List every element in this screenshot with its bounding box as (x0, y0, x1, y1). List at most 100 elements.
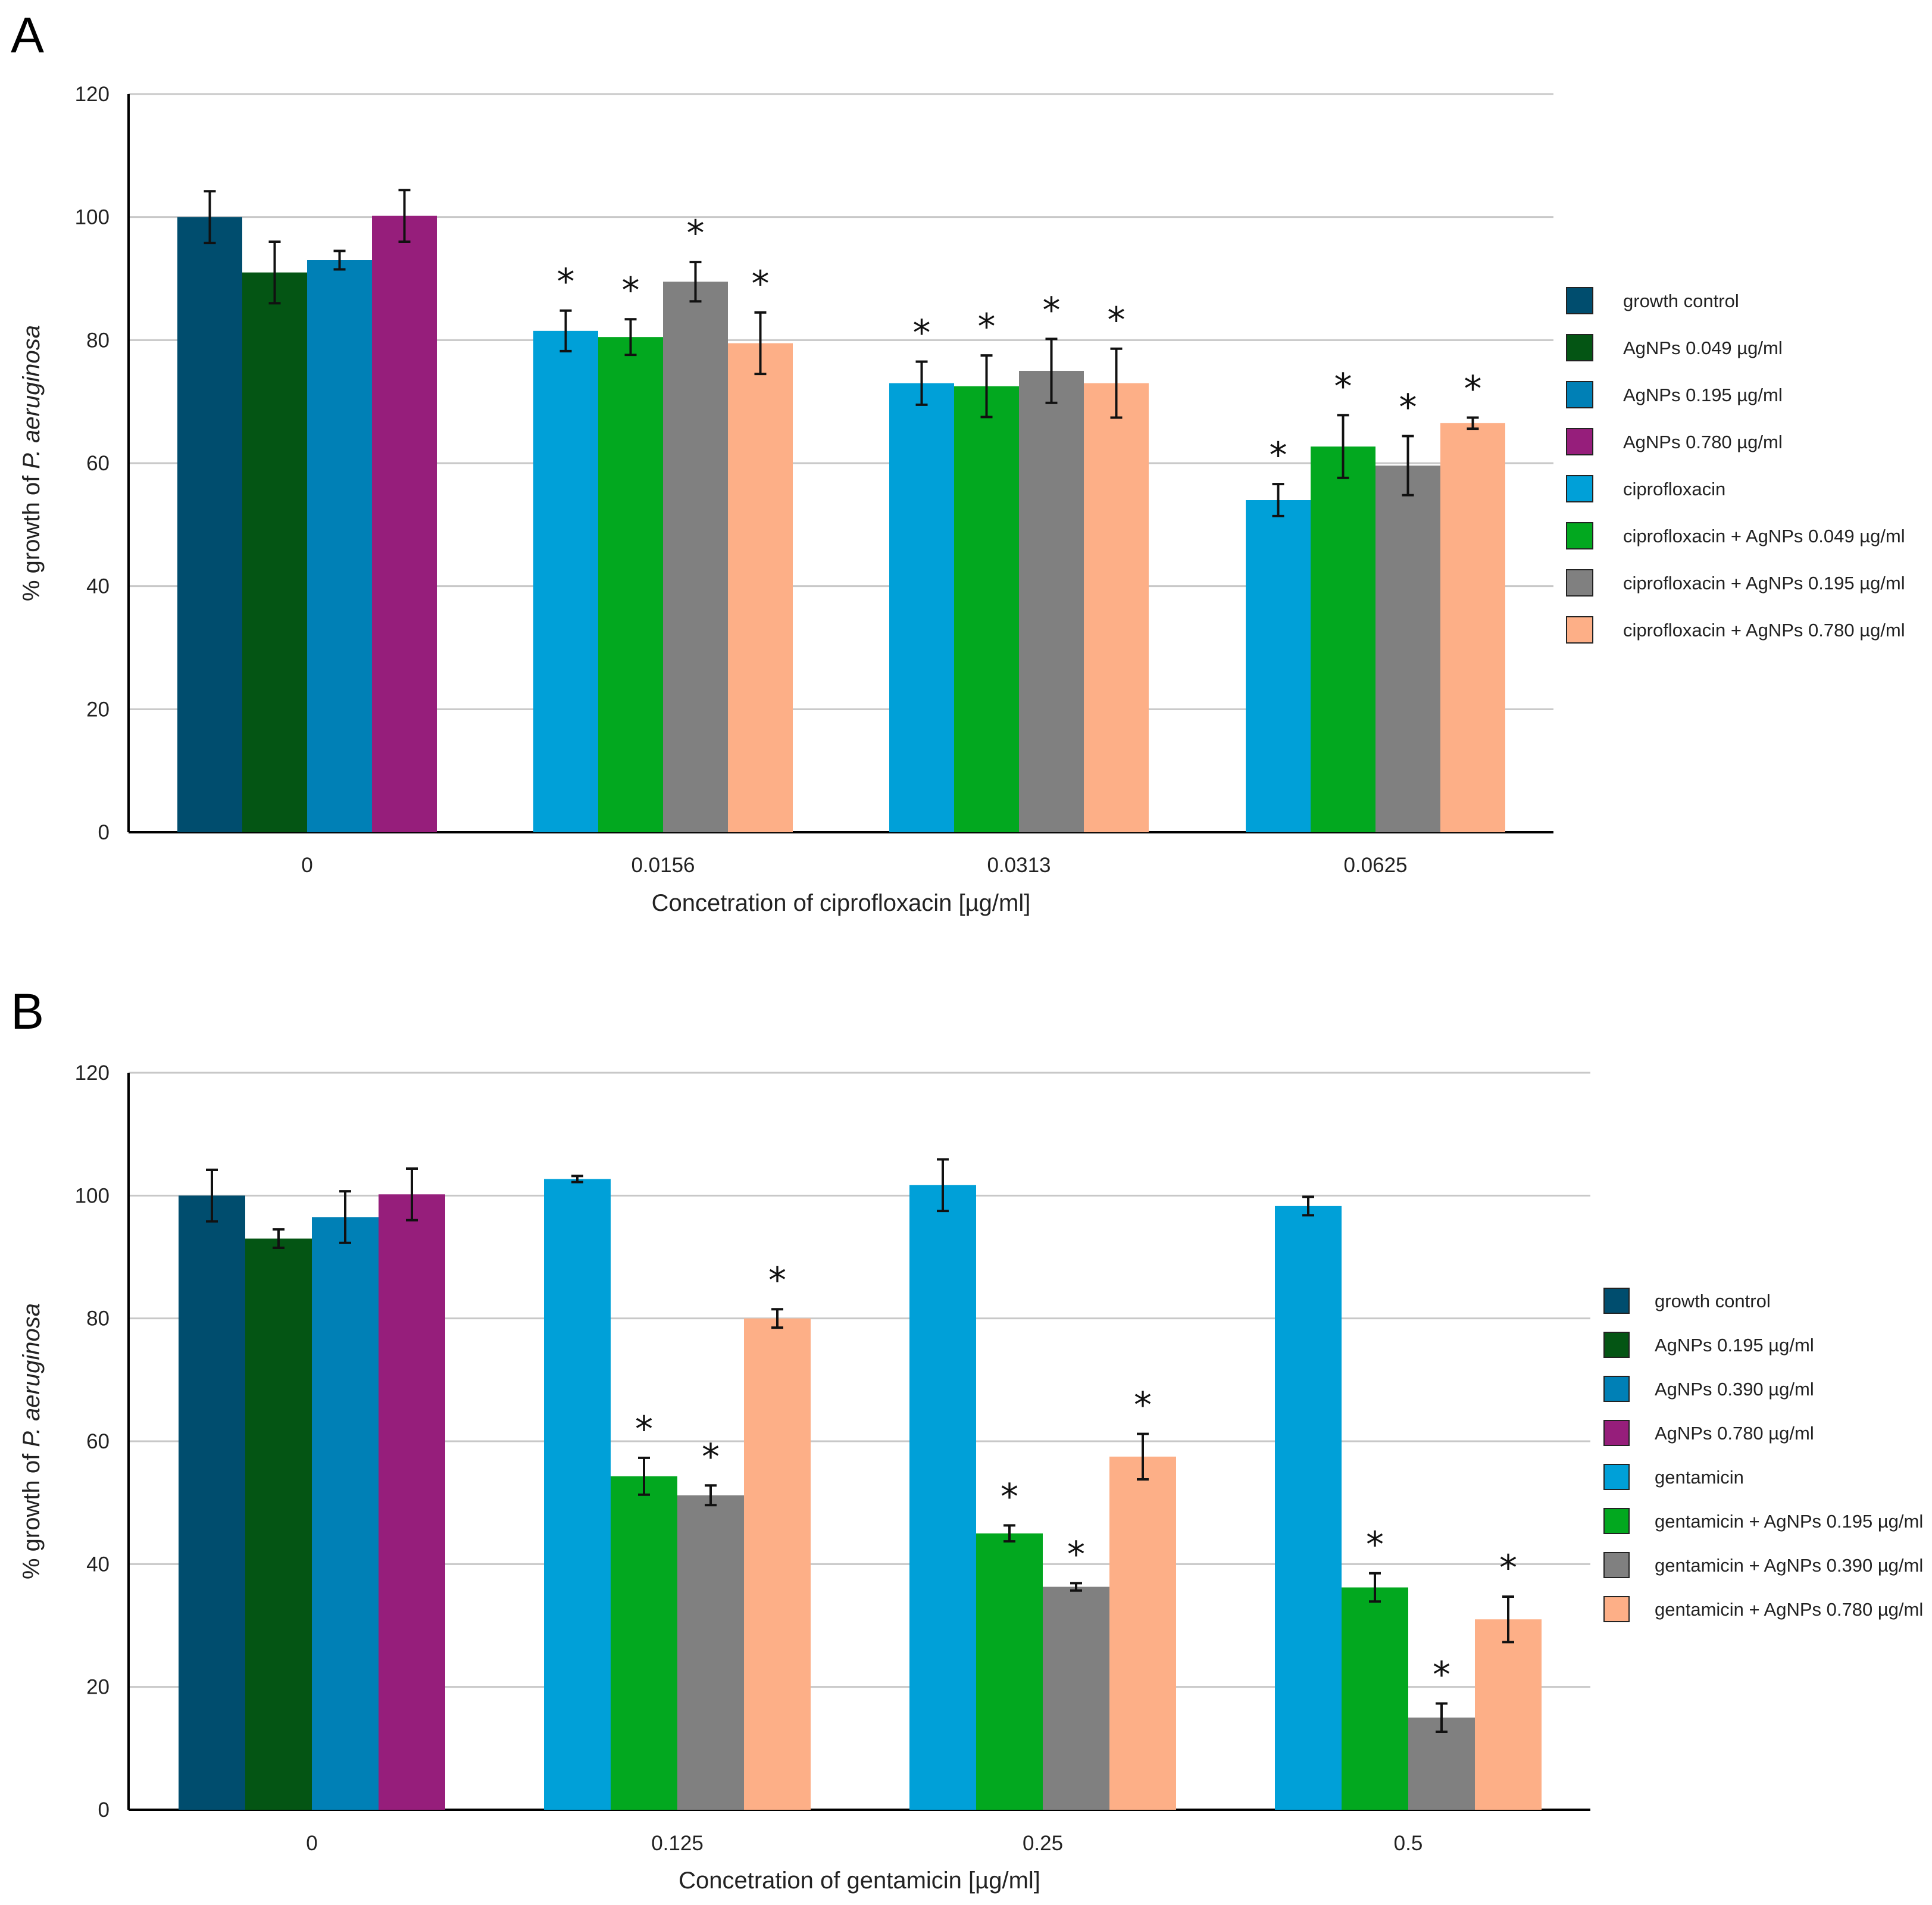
y-axis-title-species: P. aeruginosa (18, 1303, 45, 1447)
legend-swatch (1566, 287, 1593, 314)
y-tick-label: 120 (75, 83, 110, 106)
legend-swatch (1566, 475, 1593, 502)
legend-swatch (1603, 1552, 1630, 1578)
chart-panel-b: 0 20 40 60 80 100 120 0 * * * 0.125 * * * 0.25 * * * 0.5 Con… (18, 1061, 1923, 1894)
bar (1275, 1206, 1342, 1810)
significance-star: * (1464, 368, 1482, 410)
legend-label: AgNPs 0.195 µg/ml (1655, 1335, 1814, 1356)
x-tick-label: 0.5 (1394, 1832, 1423, 1855)
legend-swatch (1566, 334, 1593, 361)
bar (372, 216, 437, 833)
legend-label: AgNPs 0.049 µg/ml (1623, 338, 1783, 358)
bar (728, 343, 793, 832)
legend-label: gentamicin + AgNPs 0.390 µg/ml (1655, 1555, 1923, 1576)
bar (533, 330, 598, 832)
significance-star: * (913, 313, 931, 354)
y-axis-title: % growth of P. aeruginosa (18, 325, 45, 601)
significance-star: * (635, 1409, 653, 1450)
y-tick-label: 0 (98, 1798, 110, 1822)
legend-label: ciprofloxacin + AgNPs 0.780 µg/ml (1623, 620, 1905, 641)
y-axis-title-species: P. aeruginosa (18, 325, 45, 469)
y-tick-label: 100 (75, 206, 110, 229)
significance-star: * (557, 261, 575, 303)
bar (1084, 383, 1149, 832)
bar (1475, 1619, 1542, 1810)
legend-label: ciprofloxacin (1623, 479, 1725, 499)
significance-star: * (1067, 1534, 1085, 1575)
y-axis-title-prefix: % growth of (18, 1447, 45, 1579)
bar (1408, 1717, 1475, 1810)
legend-label: AgNPs 0.780 µg/ml (1655, 1423, 1814, 1444)
bar (909, 1185, 976, 1810)
legend-label: growth control (1655, 1291, 1771, 1311)
legend-label: gentamicin (1655, 1467, 1744, 1488)
significance-star: * (768, 1260, 786, 1301)
bar (1375, 466, 1440, 832)
y-tick-label: 60 (86, 452, 110, 475)
bar (379, 1194, 445, 1810)
panel-letter-b: B (11, 983, 44, 1039)
legend-swatch (1566, 381, 1593, 408)
significance-star: * (622, 270, 640, 311)
legend-label: AgNPs 0.780 µg/ml (1623, 432, 1783, 452)
panel-letter-a: A (11, 7, 44, 63)
bar (1342, 1587, 1408, 1810)
legend-swatch (1603, 1596, 1630, 1622)
y-tick-label: 100 (75, 1184, 110, 1207)
significance-star: * (1001, 1476, 1018, 1517)
y-axis-title-prefix: % growth of (18, 469, 45, 601)
y-tick-label: 40 (86, 575, 110, 598)
chart-panel-a: 0 20 40 60 80 100 120 0 * * * * 0.0156 * * * * 0.0313 * * * *… (18, 83, 1905, 916)
significance-star: * (687, 213, 705, 254)
legend-swatch (1566, 522, 1593, 549)
bar (663, 282, 728, 833)
y-tick-label: 20 (86, 698, 110, 721)
bar (245, 1238, 312, 1810)
bar (611, 1476, 677, 1810)
significance-star: * (1499, 1547, 1517, 1589)
y-tick-label: 60 (86, 1430, 110, 1453)
legend-label: AgNPs 0.195 µg/ml (1623, 385, 1783, 405)
bar (242, 272, 307, 833)
bar (598, 337, 663, 832)
bar (744, 1318, 811, 1810)
bar (177, 217, 242, 833)
significance-star: * (1108, 299, 1126, 341)
bar (312, 1217, 379, 1810)
legend: growth control AgNPs 0.049 µg/ml AgNPs 0.1… (1566, 287, 1905, 644)
x-axis-title: Concetration of gentamicin [µg/ml] (679, 1867, 1040, 1894)
bar (889, 383, 954, 832)
y-tick-label: 120 (75, 1061, 110, 1085)
significance-star: * (1043, 289, 1061, 331)
legend-label: gentamicin + AgNPs 0.195 µg/ml (1655, 1511, 1923, 1532)
legend-swatch (1603, 1332, 1630, 1358)
y-tick-label: 20 (86, 1676, 110, 1699)
significance-star: * (1334, 366, 1352, 407)
significance-star: * (752, 263, 770, 305)
legend-swatch (1603, 1508, 1630, 1534)
bar (1019, 371, 1084, 832)
x-tick-label: 0.125 (651, 1832, 704, 1855)
x-tick-label: 0 (301, 854, 312, 877)
y-tick-label: 80 (86, 1307, 110, 1331)
bar (1246, 500, 1311, 832)
y-tick-label: 80 (86, 329, 110, 352)
x-axis-title: Concetration of ciprofloxacin [µg/ml] (652, 890, 1031, 916)
bar (954, 386, 1019, 832)
bar (1440, 423, 1505, 832)
x-tick-label: 0.0156 (631, 854, 695, 877)
legend-swatch (1603, 1464, 1630, 1490)
legend-label: ciprofloxacin + AgNPs 0.049 µg/ml (1623, 526, 1905, 546)
bar (1109, 1456, 1176, 1810)
legend: growth control AgNPs 0.195 µg/ml AgNPs 0.3… (1603, 1288, 1923, 1622)
y-tick-label: 40 (86, 1553, 110, 1576)
bar (677, 1495, 744, 1810)
legend-swatch (1603, 1288, 1630, 1314)
x-tick-label: 0.0625 (1343, 854, 1407, 877)
legend-label: growth control (1623, 291, 1739, 311)
legend-label: AgNPs 0.390 µg/ml (1655, 1379, 1814, 1400)
bar (179, 1195, 245, 1810)
significance-star: * (978, 306, 996, 348)
x-tick-label: 0.25 (1023, 1832, 1063, 1855)
